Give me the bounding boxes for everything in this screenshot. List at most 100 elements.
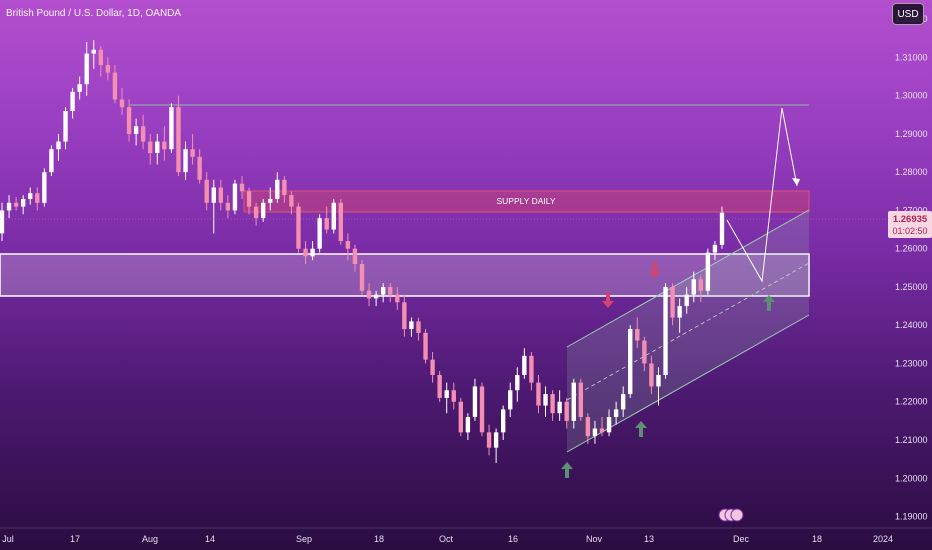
candle[interactable] [508,382,513,418]
candle[interactable] [6,195,12,219]
channel-mid-line[interactable] [566,262,810,401]
candle[interactable] [239,176,245,199]
ascending-channel[interactable] [567,210,809,452]
candle[interactable] [232,179,238,215]
candle[interactable] [458,397,464,437]
candle[interactable] [296,202,301,253]
candle[interactable] [268,187,273,211]
candle[interactable] [677,298,682,333]
candle[interactable] [430,352,435,383]
candle[interactable] [465,413,471,440]
candle[interactable] [282,176,287,203]
channel-upper-line[interactable] [566,209,810,348]
candle[interactable] [324,206,329,234]
candle[interactable] [691,271,696,303]
candle[interactable] [98,45,104,77]
candle[interactable] [42,168,47,207]
candle[interactable] [331,198,336,234]
candle[interactable] [28,187,33,205]
candle[interactable] [642,336,647,372]
candle[interactable] [253,202,259,226]
candle[interactable] [56,133,61,161]
projection-path[interactable] [726,107,798,283]
candle[interactable] [119,88,125,115]
candle[interactable] [585,413,591,444]
candle[interactable] [275,172,280,203]
candle[interactable] [20,195,26,215]
candle[interactable] [218,179,224,211]
candle[interactable] [698,275,704,303]
candle[interactable] [0,202,5,242]
candle[interactable] [628,325,633,398]
candle[interactable] [133,118,139,146]
candle[interactable] [155,133,160,165]
demand-zone-box[interactable] [0,253,810,297]
currency-button[interactable]: USD [892,3,924,25]
candle[interactable] [620,386,626,418]
candle[interactable] [84,42,89,96]
candle[interactable] [635,317,640,349]
candle[interactable] [338,198,344,245]
candle[interactable] [500,405,506,440]
candle[interactable] [684,286,689,314]
candle[interactable] [557,390,562,421]
candle[interactable] [592,420,598,444]
candle[interactable] [169,103,174,154]
candle[interactable] [670,283,675,326]
candle[interactable] [522,348,527,379]
candle[interactable] [70,88,75,119]
candle[interactable] [105,57,111,81]
candle[interactable] [303,241,308,264]
candle[interactable] [564,397,569,429]
candle[interactable] [402,294,407,337]
candle[interactable] [472,378,478,421]
candle[interactable] [359,260,365,295]
candle[interactable] [571,378,576,429]
candle[interactable] [578,378,584,421]
candle[interactable] [536,374,541,414]
candle[interactable] [176,95,181,176]
candle[interactable] [190,133,195,165]
candle[interactable] [373,290,379,307]
candle[interactable] [451,382,456,410]
candle[interactable] [211,179,216,234]
candle[interactable] [35,187,40,211]
current-price-tag[interactable]: 1.26935 01:02:50 [888,211,932,238]
candle[interactable] [260,198,266,222]
candle[interactable] [380,283,386,303]
candle[interactable] [712,241,718,261]
candle[interactable] [444,382,449,414]
candle[interactable] [479,382,485,437]
candle[interactable] [719,206,725,249]
candle[interactable] [112,65,118,104]
candle[interactable] [656,367,661,406]
candle[interactable] [493,428,499,463]
candle[interactable] [649,355,654,395]
candle[interactable] [613,401,619,425]
candle[interactable] [366,283,372,307]
candle[interactable] [409,317,414,337]
candle[interactable] [663,283,668,379]
candle[interactable] [225,195,231,219]
candle[interactable] [705,248,711,295]
candle[interactable] [606,409,612,437]
candle[interactable] [423,329,428,364]
candle[interactable] [140,114,146,150]
candle[interactable] [289,191,294,215]
candle[interactable] [183,141,188,180]
candle[interactable] [13,197,19,211]
candle[interactable] [204,172,209,211]
candle[interactable] [437,371,442,402]
candle[interactable] [515,367,520,402]
candle[interactable] [395,286,400,310]
candle[interactable] [63,107,68,150]
candle[interactable] [317,214,322,253]
candle[interactable] [148,133,153,165]
candle[interactable] [77,76,82,100]
candle[interactable] [310,241,315,261]
candle[interactable] [49,145,54,176]
candle[interactable] [529,352,534,391]
candle[interactable] [246,187,252,215]
candle[interactable] [162,126,167,161]
